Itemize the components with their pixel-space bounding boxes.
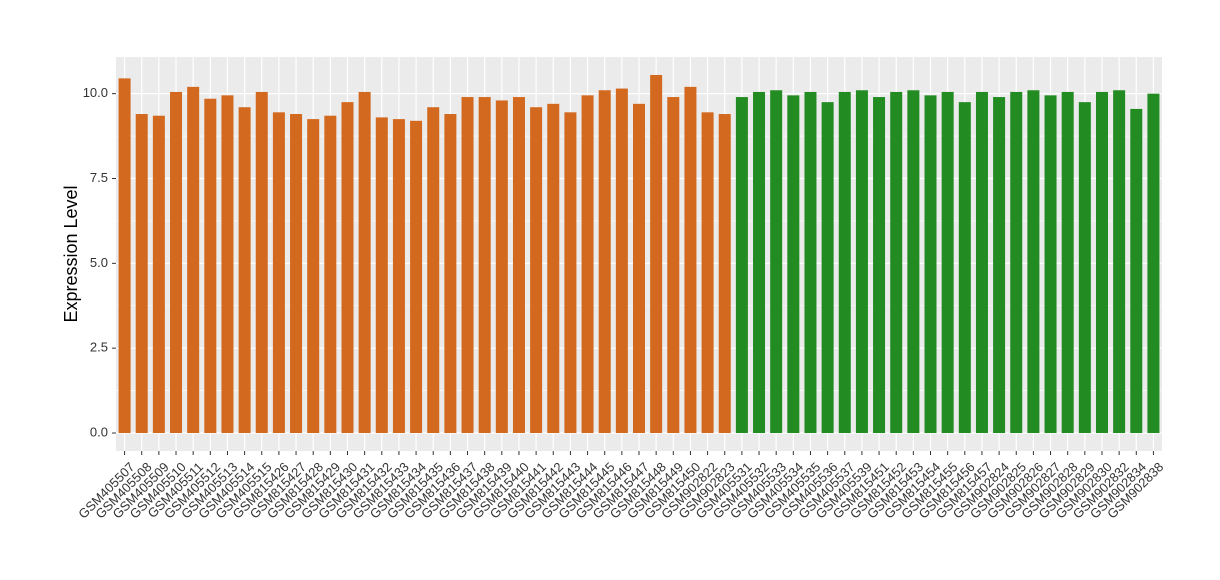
bar xyxy=(1061,91,1074,434)
bar xyxy=(410,120,423,434)
bar xyxy=(667,97,680,434)
bar xyxy=(1095,91,1108,434)
bar xyxy=(461,97,474,434)
bar xyxy=(307,119,320,434)
bar xyxy=(530,107,543,434)
bar xyxy=(512,97,525,434)
bar xyxy=(632,103,646,434)
bar xyxy=(958,102,971,434)
bar xyxy=(907,90,920,434)
bar xyxy=(838,91,851,434)
bar xyxy=(290,114,303,434)
bar xyxy=(1147,93,1160,434)
bar xyxy=(581,95,594,434)
bar xyxy=(821,102,834,434)
bar xyxy=(1044,95,1057,434)
bar xyxy=(1130,108,1143,434)
bar xyxy=(152,115,165,434)
bar xyxy=(375,117,388,434)
bar xyxy=(975,91,988,434)
bar xyxy=(444,114,457,434)
bar xyxy=(753,91,766,434)
bar xyxy=(941,91,954,434)
bar xyxy=(684,86,697,434)
bar xyxy=(495,100,508,434)
bar xyxy=(272,112,285,434)
bar xyxy=(1027,90,1040,434)
bar xyxy=(427,107,440,434)
bar xyxy=(118,78,131,434)
bar xyxy=(787,95,800,434)
y-axis-label: Expression Level xyxy=(61,185,81,322)
bar xyxy=(135,114,148,434)
bar xyxy=(255,91,268,434)
y-tick-label: 5.0 xyxy=(90,255,108,270)
bar xyxy=(392,119,405,434)
bar xyxy=(1078,102,1091,434)
bar xyxy=(993,97,1006,434)
bar xyxy=(358,91,371,434)
bar xyxy=(873,97,886,434)
bar xyxy=(718,114,731,434)
bar xyxy=(170,91,183,434)
bar xyxy=(478,97,491,434)
bar xyxy=(204,98,217,434)
y-tick-label: 7.5 xyxy=(90,170,108,185)
bar xyxy=(1113,90,1126,434)
bar xyxy=(564,112,577,434)
bar xyxy=(187,86,200,434)
bar xyxy=(547,103,560,434)
y-tick-label: 0.0 xyxy=(90,424,108,439)
bar xyxy=(615,88,628,434)
y-tick-label: 2.5 xyxy=(90,340,108,355)
bar xyxy=(855,90,868,434)
bar xyxy=(924,95,937,434)
bar xyxy=(735,97,748,434)
bar xyxy=(598,90,611,434)
bar xyxy=(341,102,354,434)
bar xyxy=(1010,91,1023,434)
bar xyxy=(238,107,251,434)
bar xyxy=(890,91,903,434)
bar xyxy=(650,74,663,434)
y-tick-label: 10.0 xyxy=(83,85,108,100)
bar xyxy=(701,112,714,434)
bar xyxy=(770,90,783,434)
bar xyxy=(324,115,337,434)
bar xyxy=(804,91,817,434)
bar xyxy=(221,95,234,434)
